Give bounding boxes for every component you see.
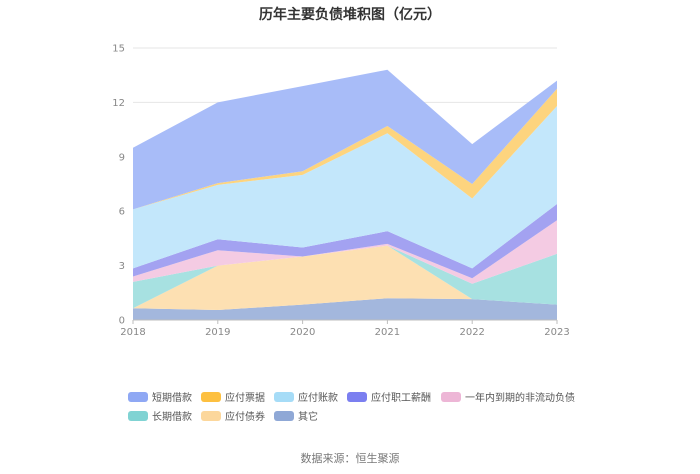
legend-item[interactable]: 短期借款 bbox=[128, 391, 192, 404]
legend-item[interactable]: 应付账款 bbox=[274, 391, 338, 404]
area-series-1 bbox=[133, 245, 557, 311]
legend-label: 短期借款 bbox=[152, 391, 192, 404]
legend-label: 应付职工薪酬 bbox=[371, 391, 431, 404]
y-tick-label: 3 bbox=[119, 261, 125, 272]
legend-swatch bbox=[201, 392, 221, 402]
area-series-4 bbox=[133, 203, 557, 279]
legend-item[interactable]: 应付票据 bbox=[201, 391, 265, 404]
y-tick-label: 12 bbox=[112, 98, 125, 109]
legend-label: 其它 bbox=[298, 410, 318, 423]
axes: 0 3 6 9 12 15 2018 2019 2020 2021 2022 2023 bbox=[112, 44, 569, 339]
legend-swatch bbox=[128, 392, 148, 402]
area-series-6 bbox=[133, 88, 557, 210]
data-source: 数据来源：恒生聚源 bbox=[301, 451, 400, 465]
legend-item[interactable]: 应付债券 bbox=[201, 410, 265, 423]
x-tick-label: 2018 bbox=[120, 327, 145, 338]
x-tick-label: 2023 bbox=[544, 327, 569, 338]
legend-item[interactable]: 其它 bbox=[274, 410, 318, 423]
legend-swatch bbox=[201, 411, 221, 421]
area-series-group bbox=[133, 69, 557, 320]
y-tick-label: 6 bbox=[119, 207, 125, 218]
area-series-0 bbox=[133, 298, 557, 320]
x-tick-label: 2020 bbox=[290, 327, 315, 338]
x-tick-label: 2022 bbox=[459, 327, 484, 338]
y-tick-label: 15 bbox=[112, 44, 125, 55]
legend-label: 应付债券 bbox=[225, 410, 265, 423]
y-tick-label: 9 bbox=[119, 152, 125, 163]
legend-label: 长期借款 bbox=[152, 410, 192, 423]
legend-swatch bbox=[274, 411, 294, 421]
legend-label: 应付票据 bbox=[225, 391, 265, 404]
x-tick-label: 2019 bbox=[205, 327, 230, 338]
legend-item[interactable]: 一年内到期的非流动负债 bbox=[441, 391, 575, 404]
legend-label: 一年内到期的非流动负债 bbox=[465, 391, 575, 404]
legend-swatch bbox=[441, 392, 461, 402]
legend-item[interactable]: 长期借款 bbox=[128, 410, 192, 423]
legend-label: 应付账款 bbox=[298, 391, 338, 404]
legend-swatch bbox=[128, 411, 148, 421]
area-series-3 bbox=[133, 220, 557, 284]
chart-title: 历年主要负债堆积图（亿元） bbox=[259, 6, 441, 23]
legend-swatch bbox=[347, 392, 367, 402]
legend-item[interactable]: 应付职工薪酬 bbox=[347, 391, 431, 404]
legend-swatch bbox=[274, 392, 294, 402]
x-tick-label: 2021 bbox=[375, 327, 400, 338]
area-series-7 bbox=[133, 69, 557, 210]
area-series-5 bbox=[133, 106, 557, 269]
y-tick-label: 0 bbox=[119, 316, 125, 327]
